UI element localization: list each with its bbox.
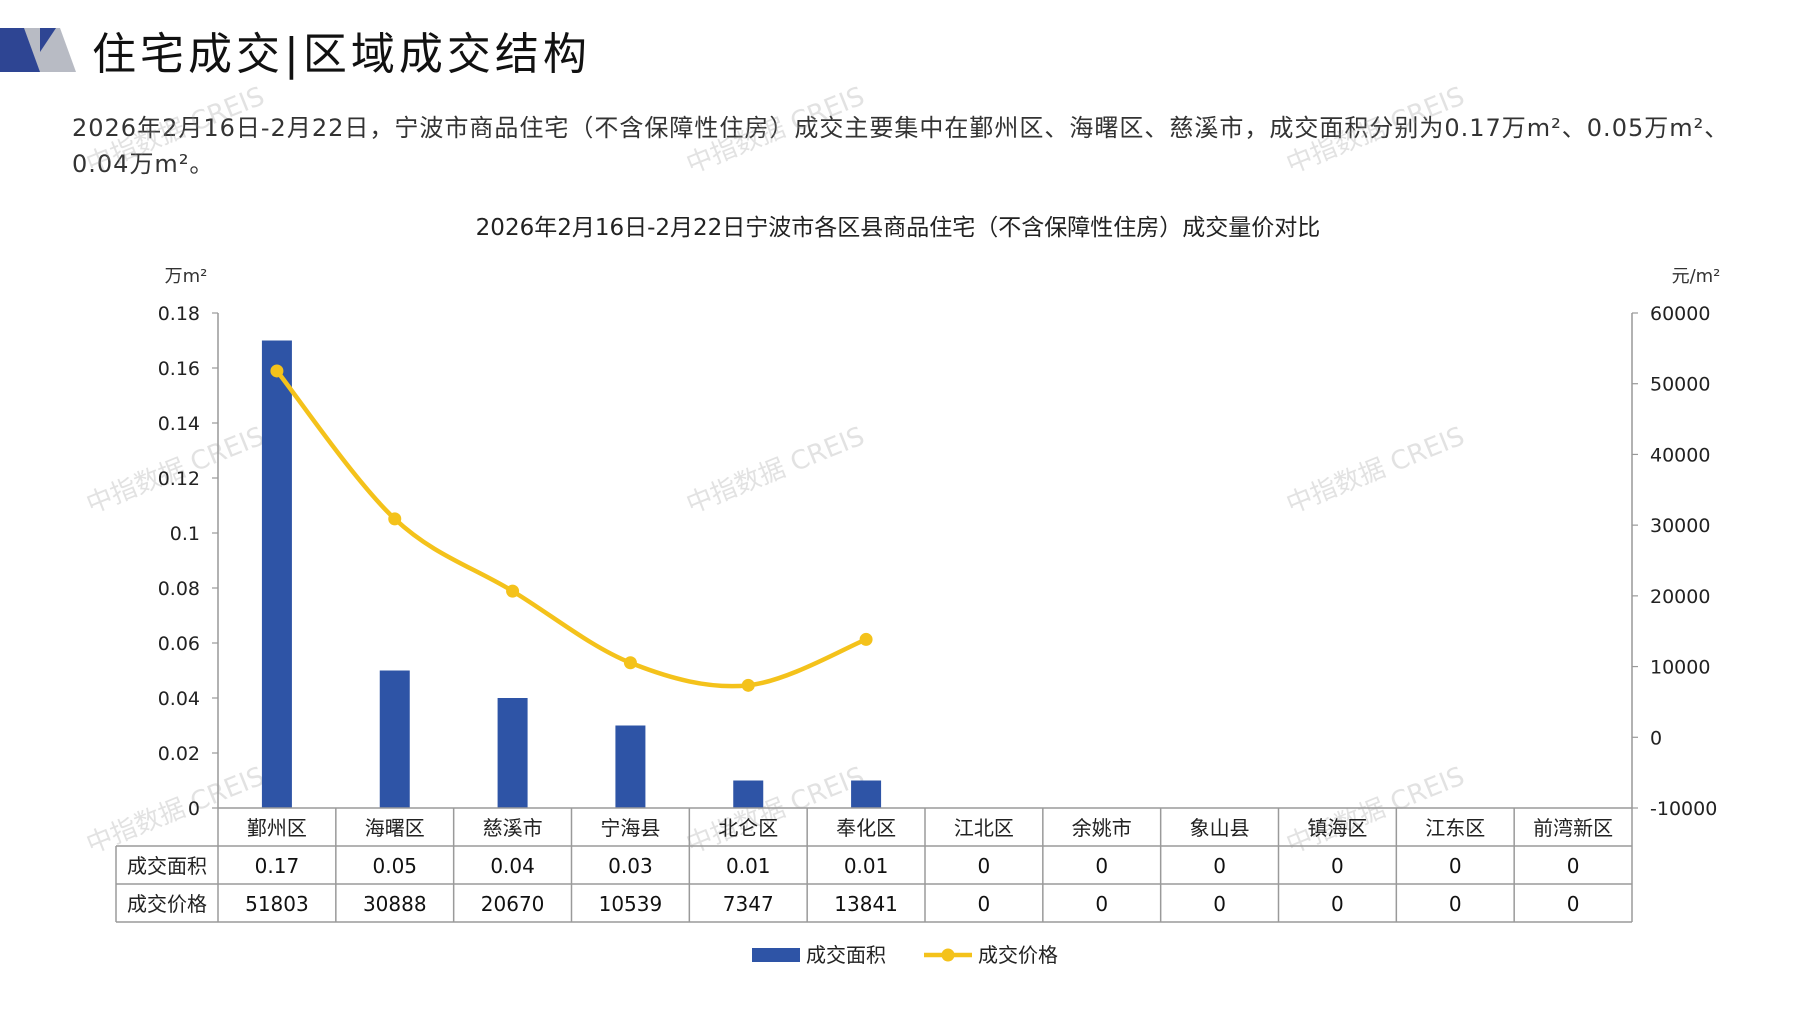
bar: [497, 698, 528, 808]
left-tick-label: 0.04: [158, 688, 200, 710]
page-title: 住宅成交|区域成交结构: [92, 29, 591, 80]
right-tick-label: 0: [1650, 727, 1662, 749]
right-tick-label: -10000: [1650, 798, 1717, 820]
price-line: [275, 369, 867, 689]
right-tick-label: 20000: [1650, 586, 1710, 608]
left-tick-label: 0.12: [158, 468, 200, 490]
table-cell: 20670: [481, 892, 545, 916]
table-cell: 7347: [723, 892, 774, 916]
category-label: 镇海区: [1307, 816, 1367, 840]
bar: [851, 780, 882, 808]
category-label: 鄞州区: [247, 816, 307, 840]
bar: [733, 780, 764, 808]
table-cell: 0: [978, 854, 991, 878]
table-cell: 0: [1095, 854, 1108, 878]
table-cell: 0: [1567, 854, 1580, 878]
category-label: 象山县: [1190, 816, 1250, 840]
price-point: [859, 632, 873, 646]
left-tick-label: 0.18: [158, 303, 200, 325]
bar: [615, 725, 646, 808]
header-decoration: [0, 28, 76, 72]
table-cell: 0: [1213, 892, 1226, 916]
left-tick-label: 0.1: [170, 523, 200, 545]
right-tick-label: 60000: [1650, 303, 1710, 325]
legend-label: 成交价格: [978, 943, 1058, 967]
bar: [261, 340, 292, 808]
right-tick-label: 40000: [1650, 444, 1710, 466]
legend-label: 成交面积: [806, 943, 886, 967]
left-tick-label: 0: [188, 798, 200, 820]
table-cell: 0: [1331, 854, 1344, 878]
chart-title: 2026年2月16日-2月22日宁波市各区县商品住宅（不含保障性住房）成交量价对…: [476, 215, 1321, 241]
left-tick-label: 0.16: [158, 358, 200, 380]
category-label: 北仑区: [718, 816, 778, 840]
table-cell: 0.01: [726, 854, 771, 878]
table-row-label: 成交面积: [127, 854, 207, 878]
table-cell: 0: [1213, 854, 1226, 878]
price-point: [623, 656, 637, 670]
table-cell: 0.17: [255, 854, 300, 878]
legend-swatch-point: [941, 948, 955, 962]
table-cell: 30888: [363, 892, 427, 916]
category-label: 奉化区: [836, 816, 896, 840]
category-label: 江东区: [1425, 816, 1485, 840]
summary-text: 2026年2月16日-2月22日，宁波市商品住宅（不含保障性住房）成交主要集中在…: [72, 114, 1730, 178]
bar: [379, 670, 410, 808]
table-cell: 0.04: [490, 854, 535, 878]
table-row-label: 成交价格: [127, 892, 207, 916]
left-axis-unit: 万m²: [165, 266, 208, 287]
price-point: [741, 678, 755, 692]
price-point: [506, 584, 520, 598]
table-cell: 13841: [834, 892, 898, 916]
right-axis-unit: 元/m²: [1672, 266, 1721, 287]
left-tick-label: 0.06: [158, 633, 200, 655]
table-cell: 0.03: [608, 854, 653, 878]
table-cell: 0: [1449, 892, 1462, 916]
category-label: 宁海县: [600, 816, 660, 840]
table-cell: 0.01: [844, 854, 889, 878]
table-cell: 0.05: [372, 854, 417, 878]
left-tick-label: 0.14: [158, 413, 200, 435]
right-tick-label: 50000: [1650, 374, 1710, 396]
right-tick-label: 30000: [1650, 515, 1710, 537]
price-point: [388, 512, 402, 526]
category-label: 慈溪市: [483, 816, 543, 840]
table-cell: 0: [1095, 892, 1108, 916]
right-tick-label: 10000: [1650, 657, 1710, 679]
price-point: [270, 364, 284, 378]
legend-swatch-bar: [752, 948, 800, 962]
category-label: 前湾新区: [1533, 816, 1613, 840]
table-cell: 0: [1331, 892, 1344, 916]
category-label: 海曙区: [365, 816, 425, 840]
table-cell: 0: [978, 892, 991, 916]
table-cell: 0: [1567, 892, 1580, 916]
category-label: 余姚市: [1072, 816, 1132, 840]
left-tick-label: 0.02: [158, 743, 200, 765]
table-cell: 10539: [599, 892, 663, 916]
category-label: 江北区: [954, 816, 1014, 840]
left-tick-label: 0.08: [158, 578, 200, 600]
table-cell: 51803: [245, 892, 309, 916]
table-cell: 0: [1449, 854, 1462, 878]
